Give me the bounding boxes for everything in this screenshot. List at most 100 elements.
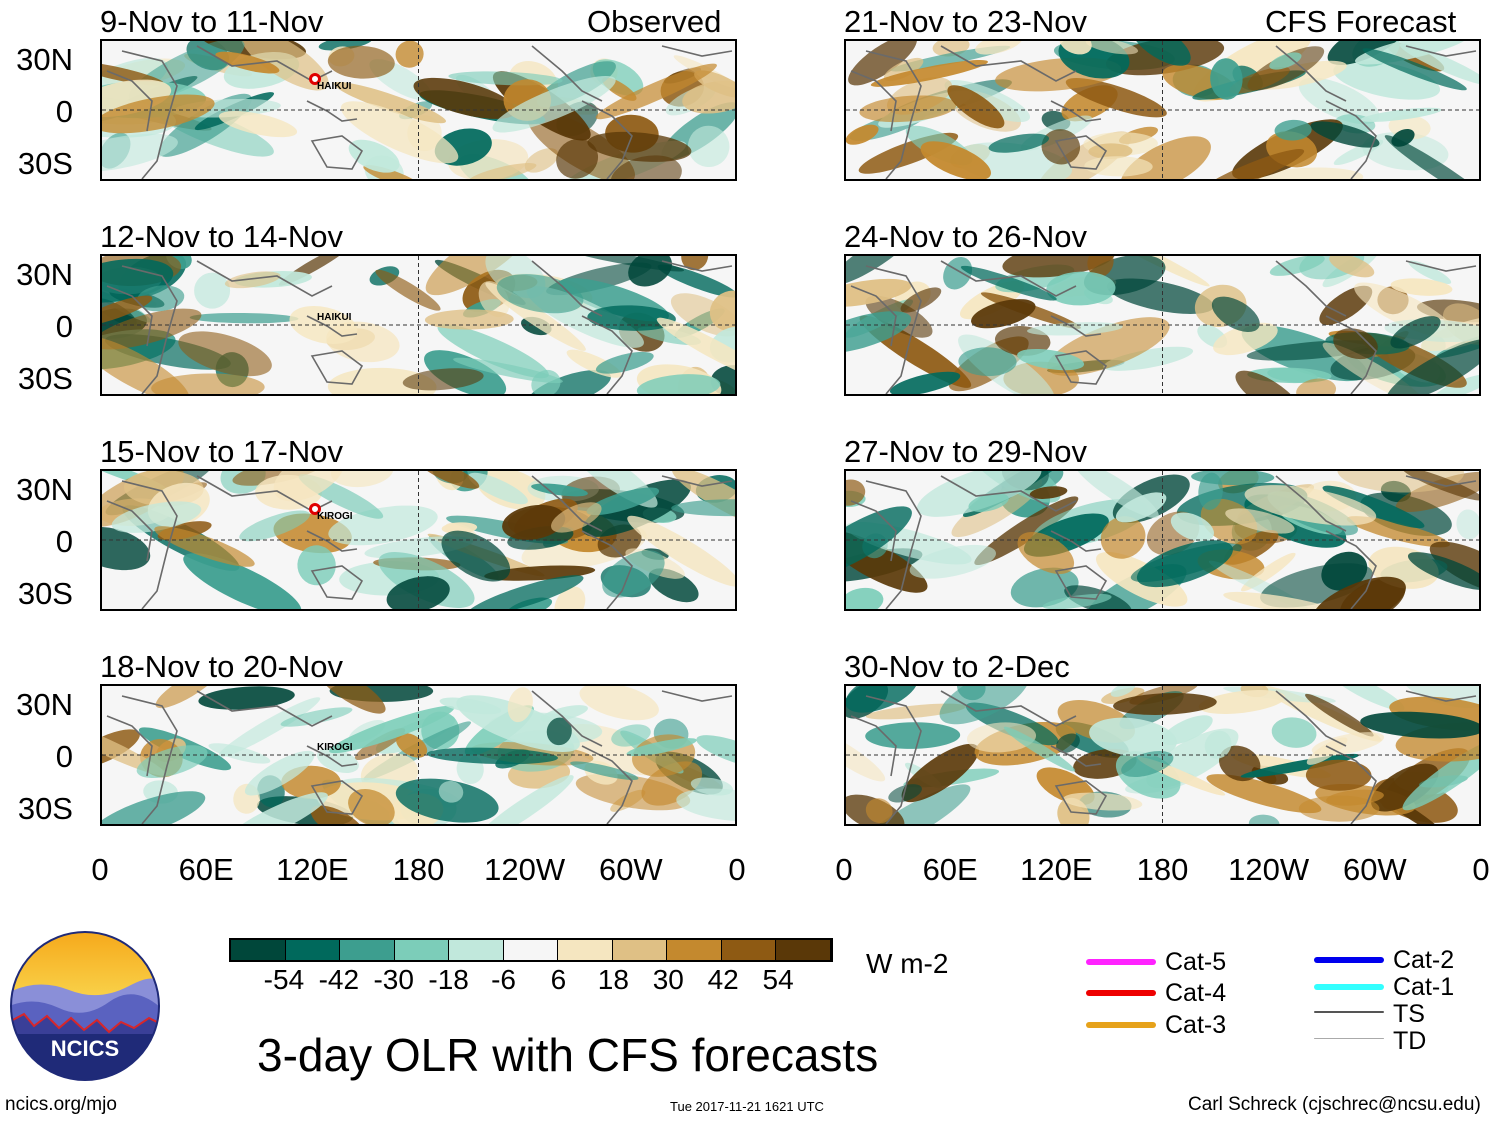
olr-anomaly-blob bbox=[208, 743, 271, 764]
olr-anomaly-blob bbox=[687, 125, 730, 168]
olr-anomaly-blob bbox=[1029, 486, 1068, 499]
x-tick-label: 60W bbox=[598, 852, 663, 887]
olr-anomaly-blob bbox=[1390, 316, 1441, 349]
olr-field bbox=[102, 256, 735, 394]
olr-anomaly-blob bbox=[676, 788, 735, 822]
coastline bbox=[661, 475, 733, 487]
olr-anomaly-blob bbox=[1371, 763, 1439, 812]
olr-anomaly-blob bbox=[1017, 532, 1075, 574]
olr-anomaly-blob bbox=[466, 575, 584, 609]
y-tick-label: 30S bbox=[17, 361, 73, 396]
colorbar-tick-label: 18 bbox=[597, 964, 629, 995]
olr-anomaly-blob bbox=[958, 347, 1017, 377]
olr-anomaly-blob bbox=[1271, 717, 1317, 748]
olr-anomaly-blob bbox=[1101, 687, 1145, 704]
y-tick-label: 0 bbox=[55, 524, 73, 559]
coastline bbox=[1325, 530, 1377, 609]
coastline bbox=[581, 315, 633, 394]
olr-anomaly-blob bbox=[1258, 167, 1364, 179]
footer-url[interactable]: ncics.org/mjo bbox=[5, 1094, 117, 1115]
olr-anomaly-blob bbox=[1322, 485, 1425, 529]
olr-anomaly-blob bbox=[136, 285, 185, 312]
coastline bbox=[1050, 315, 1102, 337]
x-tick-label: 120W bbox=[1228, 852, 1310, 887]
legend-label: TS bbox=[1393, 1000, 1425, 1028]
coastline bbox=[1050, 745, 1102, 767]
storm-label: HAIKUI bbox=[317, 81, 352, 92]
olr-anomaly-blob bbox=[330, 471, 394, 488]
coastline bbox=[1275, 45, 1347, 102]
colorbar-tick-label: -30 bbox=[373, 964, 414, 995]
olr-anomaly-blob bbox=[1407, 552, 1479, 591]
olr-anomaly-blob bbox=[888, 784, 922, 803]
olr-anomaly-blob bbox=[1213, 322, 1278, 356]
olr-anomaly-blob bbox=[1136, 540, 1233, 588]
colorbar-tick-label: 42 bbox=[707, 964, 739, 995]
olr-anomaly-blob bbox=[1384, 135, 1479, 179]
olr-anomaly-blob bbox=[1210, 58, 1243, 100]
panel-period-title: 24-Nov to 26-Nov bbox=[844, 219, 1087, 254]
coastline bbox=[121, 480, 178, 609]
olr-anomaly-blob bbox=[587, 131, 692, 162]
coastline bbox=[940, 260, 1077, 297]
coastline bbox=[1405, 475, 1477, 487]
x-tick-label: 0 bbox=[91, 852, 109, 887]
olr-anomaly-blob bbox=[327, 45, 395, 79]
olr-anomaly-blob bbox=[297, 545, 336, 586]
olr-anomaly-blob bbox=[1402, 471, 1479, 501]
olr-anomaly-blob bbox=[988, 133, 1050, 153]
coastline bbox=[121, 265, 178, 394]
olr-anomaly-blob bbox=[317, 748, 359, 773]
coastline bbox=[1405, 45, 1477, 57]
olr-anomaly-blob bbox=[395, 41, 424, 68]
colorbar-tick-label: 30 bbox=[652, 964, 684, 995]
y-tick-label: 30N bbox=[16, 257, 73, 292]
legend-line-ts bbox=[1314, 1011, 1384, 1013]
coastline bbox=[581, 745, 633, 824]
colorbar-swatch bbox=[667, 940, 722, 960]
olr-anomaly-blob bbox=[846, 686, 918, 713]
coastline bbox=[531, 475, 603, 532]
colorbar-tick-label: -54 bbox=[263, 964, 305, 995]
olr-anomaly-blob bbox=[846, 587, 884, 609]
olr-field bbox=[846, 256, 1479, 394]
olr-anomaly-blob bbox=[225, 792, 328, 824]
olr-field bbox=[846, 471, 1479, 609]
coastline bbox=[1325, 745, 1377, 824]
y-tick-label: 30S bbox=[17, 791, 73, 826]
legend-label: Cat-2 bbox=[1393, 946, 1455, 974]
olr-anomaly-blob bbox=[586, 487, 660, 516]
olr-field bbox=[846, 686, 1479, 824]
olr-anomaly-blob bbox=[224, 271, 281, 289]
olr-anomaly-blob bbox=[240, 41, 329, 91]
x-tick-label: 0 bbox=[1472, 852, 1490, 887]
olr-anomaly-blob bbox=[602, 550, 665, 598]
olr-anomaly-blob bbox=[194, 272, 231, 309]
olr-anomaly-blob bbox=[1399, 43, 1479, 85]
olr-anomaly-blob bbox=[328, 505, 438, 546]
storm-marker-icon bbox=[309, 73, 321, 85]
panel-period-title: 18-Nov to 20-Nov bbox=[100, 649, 343, 684]
coastline bbox=[1275, 690, 1347, 747]
olr-anomaly-blob bbox=[111, 501, 202, 533]
olr-anomaly-blob bbox=[1360, 107, 1442, 122]
olr-anomaly-blob bbox=[671, 499, 735, 517]
coastline bbox=[306, 100, 358, 122]
olr-anomaly-blob bbox=[1225, 508, 1295, 534]
coastline bbox=[1054, 350, 1108, 385]
units-label: W m-2 bbox=[866, 948, 949, 979]
olr-anomaly-blob bbox=[1429, 541, 1479, 595]
colorbar-swatch bbox=[776, 940, 832, 960]
olr-anomaly-blob bbox=[1330, 686, 1405, 711]
olr-anomaly-blob bbox=[1329, 256, 1375, 278]
coastline bbox=[850, 715, 897, 777]
olr-anomaly-blob bbox=[1103, 346, 1194, 371]
coastline bbox=[196, 690, 333, 727]
coastline bbox=[106, 70, 153, 132]
olr-anomaly-blob bbox=[1305, 759, 1372, 791]
olr-anomaly-blob bbox=[1229, 66, 1290, 94]
olr-anomaly-blob bbox=[441, 522, 478, 534]
olr-anomaly-blob bbox=[348, 139, 400, 173]
olr-anomaly-blob bbox=[1089, 717, 1177, 758]
panel-period-title: 12-Nov to 14-Nov bbox=[100, 219, 343, 254]
